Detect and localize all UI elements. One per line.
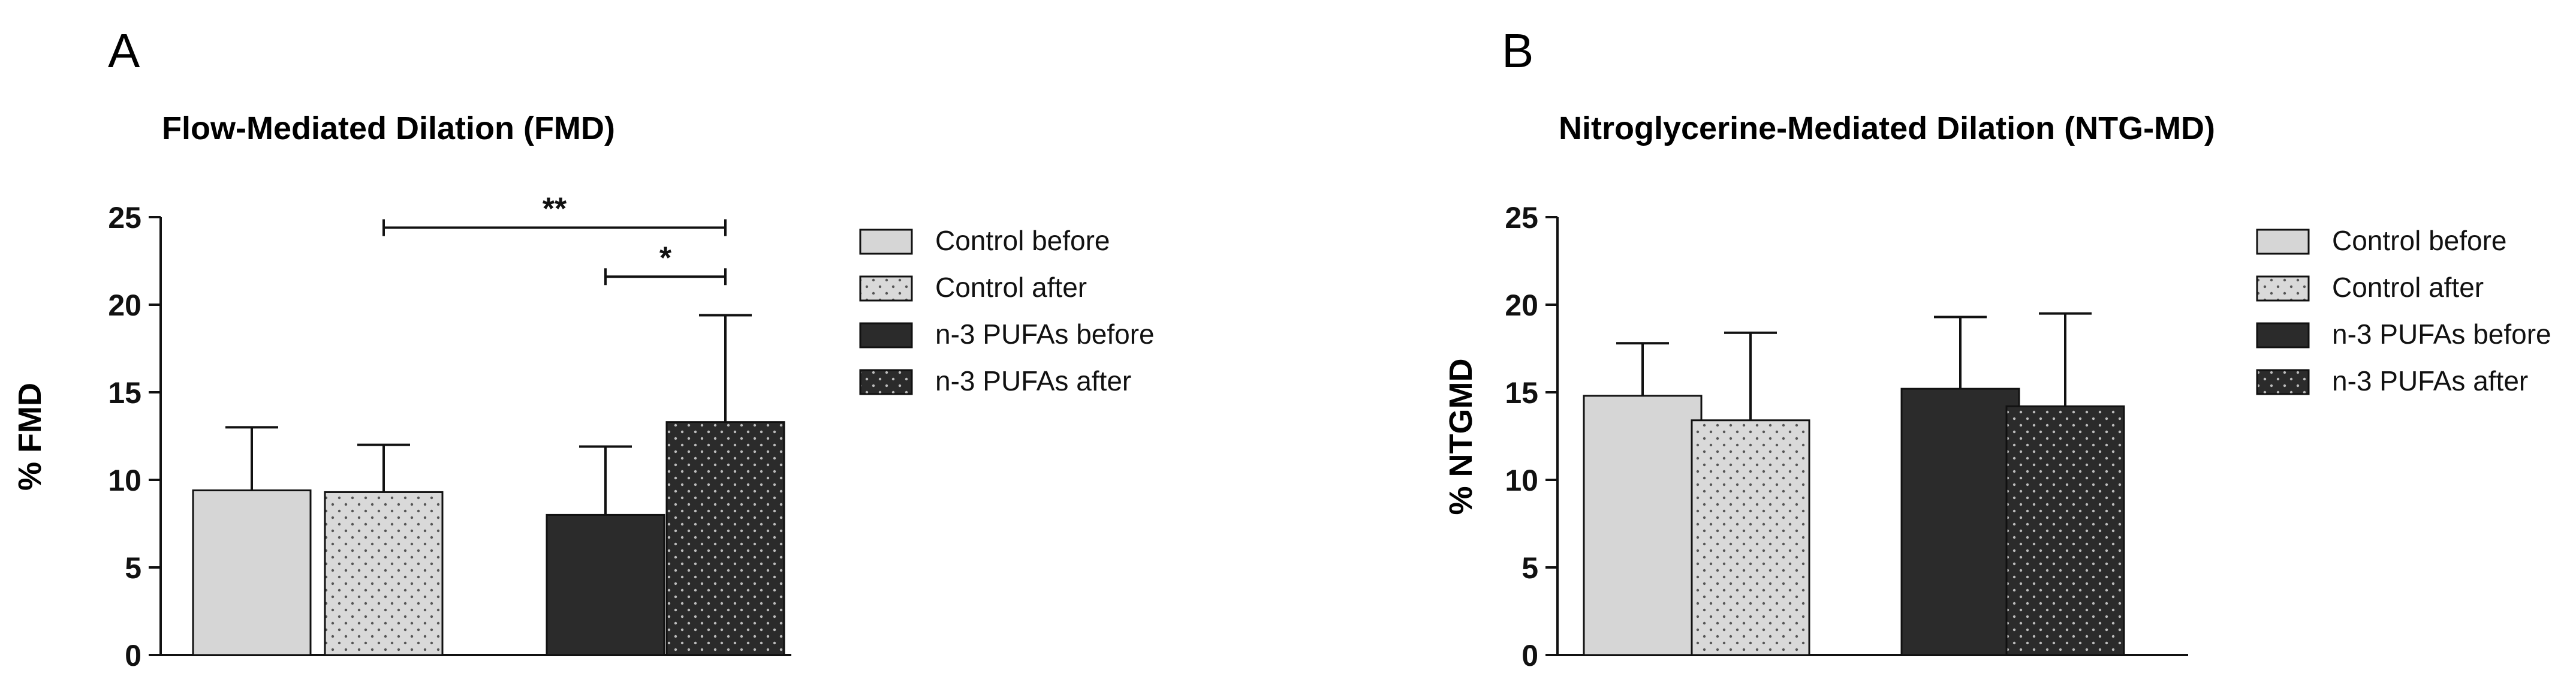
y-tick-label: 15 bbox=[108, 376, 141, 410]
bar bbox=[324, 491, 444, 656]
chart-title-b: Nitroglycerine-Mediated Dilation (NTG-MD… bbox=[1559, 110, 2215, 146]
y-tick-label: 5 bbox=[125, 551, 141, 585]
y-tick-label: 20 bbox=[1505, 289, 1538, 322]
legend-swatch bbox=[2256, 275, 2310, 302]
legend-swatch bbox=[859, 369, 913, 395]
legend-label: n-3 PUFAs after bbox=[2332, 365, 2528, 396]
legend-label: Control after bbox=[935, 272, 1087, 303]
y-tick-label: 0 bbox=[1522, 639, 1538, 672]
bar bbox=[192, 489, 312, 656]
significance-label: ** bbox=[543, 192, 567, 227]
y-tick-label: 15 bbox=[1505, 376, 1538, 410]
panel-a: A Flow-Mediated Dilation (FMD) % FMD 0 5 1… bbox=[12, 24, 1155, 672]
bar bbox=[665, 421, 785, 656]
legend-label: Control before bbox=[935, 225, 1110, 256]
y-tick-label: 25 bbox=[1505, 201, 1538, 235]
y-axis-label-a: % FMD bbox=[12, 383, 48, 491]
legend-swatch bbox=[859, 275, 913, 302]
bar bbox=[2005, 405, 2125, 656]
chart-title-a: Flow-Mediated Dilation (FMD) bbox=[162, 110, 615, 146]
legend-label: n-3 PUFAs after bbox=[935, 365, 1131, 396]
legend-swatch bbox=[2256, 229, 2310, 255]
y-tick-label: 20 bbox=[108, 289, 141, 322]
y-tick-label: 10 bbox=[1505, 464, 1538, 497]
significance-label: * bbox=[659, 241, 672, 275]
y-tick-label: 0 bbox=[125, 639, 141, 672]
y-tick-label: 5 bbox=[1522, 551, 1538, 585]
panel-label-a: A bbox=[108, 24, 140, 77]
panel-label-b: B bbox=[1502, 24, 1533, 77]
plot-area-b: 0 5 10 15 20 25 Control before Control after n-3… bbox=[1505, 201, 2551, 672]
panel-b: B Nitroglycerine-Mediated Dilation (NTG-… bbox=[1443, 24, 2551, 672]
bar bbox=[1691, 419, 1810, 656]
legend-label: n-3 PUFAs before bbox=[935, 319, 1155, 350]
legend-swatch bbox=[2256, 322, 2310, 348]
legend-label: n-3 PUFAs before bbox=[2332, 319, 2551, 350]
legend-swatch bbox=[859, 229, 913, 255]
y-axis-label-b: % NTGMD bbox=[1443, 359, 1479, 515]
bar bbox=[546, 513, 665, 656]
legend-label: Control after bbox=[2332, 272, 2484, 303]
bar bbox=[1900, 387, 2020, 656]
y-tick-label: 25 bbox=[108, 201, 141, 235]
y-tick-label: 10 bbox=[108, 464, 141, 497]
legend-swatch bbox=[2256, 369, 2310, 395]
legend-label: Control before bbox=[2332, 225, 2507, 256]
legend-swatch bbox=[859, 322, 913, 348]
bar bbox=[1583, 395, 1703, 656]
